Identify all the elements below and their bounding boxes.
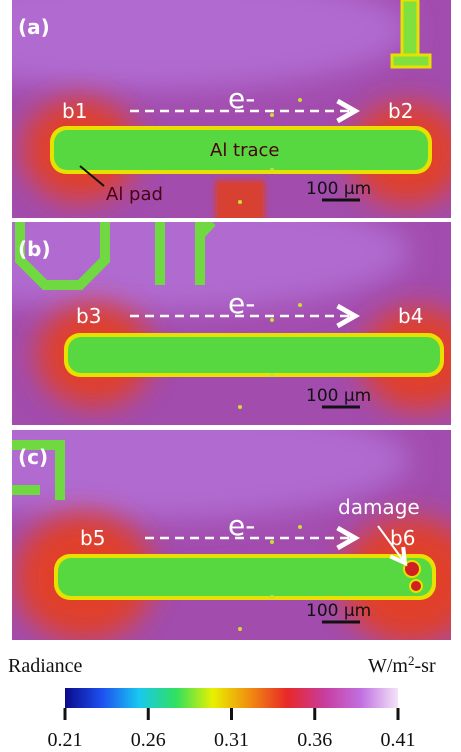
unit-suffix: -sr — [415, 655, 436, 677]
colorbar-unit: W/m2-sr — [368, 653, 436, 677]
damage-spot — [410, 580, 422, 592]
speck — [270, 113, 274, 117]
speck — [298, 303, 302, 307]
figure: (a)b1b2e-100 µmAl traceAl pad(b)b3b4e-10… — [0, 0, 461, 752]
speck — [298, 525, 302, 529]
unit: W/m — [368, 655, 408, 677]
pad-label: b3 — [76, 304, 101, 328]
lead-base — [392, 55, 430, 67]
scale-bar-label: 100 µm — [306, 601, 371, 621]
colorbar-tick-label: 0.36 — [297, 729, 332, 751]
pad-label: b4 — [398, 304, 423, 328]
speck — [238, 200, 242, 204]
colorbar-title: Radiance — [8, 655, 83, 677]
panel-label: (b) — [18, 237, 51, 261]
speck — [238, 627, 242, 631]
colorbar-tick-label: 0.21 — [48, 729, 83, 751]
scale-bar-label: 100 µm — [306, 386, 371, 406]
speck — [270, 318, 274, 322]
damage-spot — [404, 561, 420, 577]
damage-label: damage — [338, 495, 420, 519]
panel-label: (a) — [18, 15, 50, 39]
panel-label: (c) — [18, 445, 48, 469]
colorbar-tick-label: 0.31 — [214, 729, 249, 751]
colorbar — [65, 688, 398, 708]
pad-label: b1 — [62, 99, 87, 123]
trace — [58, 558, 432, 596]
pad-label: b2 — [388, 99, 413, 123]
speck — [270, 373, 274, 377]
colorbar-tick-label: 0.26 — [131, 729, 166, 751]
pad-name: Al pad — [106, 184, 163, 205]
colorbar-tick-label: 0.41 — [381, 729, 416, 751]
speck — [270, 595, 274, 599]
scale-bar-label: 100 µm — [306, 179, 371, 199]
trace — [68, 337, 440, 373]
speck — [270, 540, 274, 544]
trace-label: Al trace — [210, 140, 280, 161]
speck — [298, 98, 302, 102]
speck — [270, 168, 274, 172]
lead — [402, 0, 418, 60]
speck — [238, 405, 242, 409]
pad-label: b5 — [80, 526, 105, 550]
